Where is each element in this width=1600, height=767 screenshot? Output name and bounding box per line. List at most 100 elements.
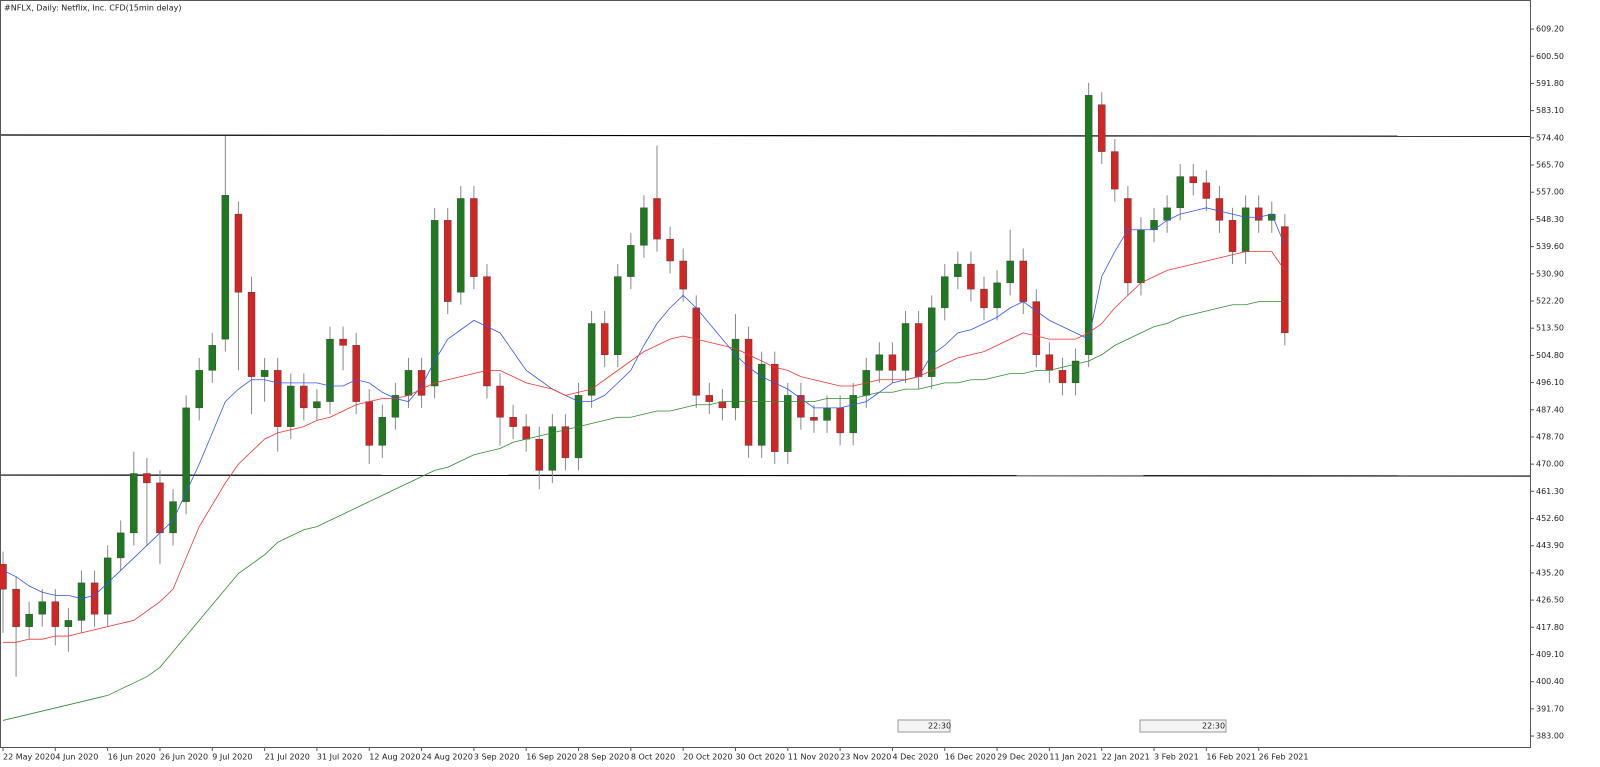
x-tick-label: 16 Sep 2020 [526, 753, 577, 762]
y-tick-label: 443.90 [1536, 541, 1564, 550]
x-tick-label: 30 Oct 2020 [735, 753, 784, 762]
candle-up [823, 407, 831, 421]
candle-up [208, 345, 216, 371]
x-tick-label: 16 Jun 2020 [108, 753, 156, 762]
candle-down [247, 292, 256, 377]
candle-down [90, 582, 99, 615]
candle-up [457, 198, 465, 293]
candle-up [640, 207, 648, 246]
candle-down [1098, 104, 1106, 152]
candle-up [1163, 207, 1171, 221]
y-tick-label: 574.40 [1536, 133, 1564, 142]
y-tick-label: 461.30 [1536, 487, 1564, 496]
x-tick-label: 9 Jul 2020 [212, 753, 252, 762]
x-tick-label: 16 Dec 2020 [945, 753, 996, 762]
y-tick-label: 470.00 [1536, 460, 1564, 469]
x-tick-label: 31 Jul 2020 [317, 753, 362, 762]
candle-up [117, 532, 125, 559]
y-tick-label: 426.50 [1536, 596, 1564, 605]
candle-down [522, 426, 530, 440]
candle-up [287, 385, 295, 427]
candle-up [77, 582, 86, 621]
moving-average [3, 251, 1286, 643]
y-tick-label: 565.70 [1536, 161, 1564, 170]
x-tick-label: 8 Oct 2020 [631, 753, 675, 762]
candle-up [378, 417, 387, 446]
candle-down [444, 220, 452, 302]
y-tick-label: 557.00 [1536, 188, 1564, 197]
candle-up [993, 282, 1001, 309]
candle-down [836, 407, 844, 434]
x-tick-label: 24 Aug 2020 [422, 753, 473, 762]
candle-down [600, 323, 609, 355]
candle-up [1241, 207, 1250, 252]
candle-down [1254, 207, 1263, 221]
candle-down [509, 417, 517, 427]
candle-down [339, 338, 347, 346]
candle-down [156, 482, 164, 534]
candle-down [914, 323, 923, 377]
candle-down [888, 354, 897, 371]
candle-up [784, 395, 792, 452]
chart-title: #NFLX, Daily: Netflix, Inc. CFD(15min de… [4, 4, 182, 13]
x-tick-label: 29 Dec 2020 [997, 753, 1048, 762]
candle-down [417, 370, 426, 396]
x-tick-label: 16 Feb 2021 [1206, 753, 1256, 762]
x-tick-label: 3 Feb 2021 [1154, 753, 1199, 762]
candle-down [51, 601, 60, 627]
candle-up [954, 263, 962, 277]
y-tick-label: 391.70 [1536, 704, 1564, 713]
candle-down [653, 198, 661, 240]
candle-down [797, 395, 805, 418]
x-tick-label: 20 Oct 2020 [683, 753, 732, 762]
candle-down [470, 198, 478, 277]
time-box [897, 719, 951, 733]
x-tick-label: 11 Jan 2021 [1049, 753, 1097, 762]
candle-down [1189, 176, 1197, 184]
x-tick-label: 11 Nov 2020 [788, 753, 839, 762]
candle-up [182, 407, 190, 502]
candle-down [352, 345, 360, 402]
x-tick-label: 3 Sep 2020 [474, 753, 520, 762]
moving-average [2, 207, 1286, 599]
candle-up [404, 370, 413, 396]
x-tick-label: 26 Feb 2021 [1259, 753, 1309, 762]
candle-down [483, 276, 491, 387]
candle-down [692, 307, 700, 396]
candle-up [430, 220, 439, 387]
y-tick-label: 522.20 [1536, 296, 1564, 305]
candle-up [1071, 360, 1080, 384]
y-tick-label: 496.10 [1536, 378, 1564, 387]
y-tick-label: 530.90 [1536, 269, 1564, 278]
candle-down [1045, 354, 1054, 371]
candle-up [169, 501, 177, 534]
candle-down [365, 401, 373, 446]
y-tick-label: 600.50 [1536, 52, 1564, 61]
candle-up [731, 338, 740, 409]
candle-up [927, 307, 936, 377]
x-tick-label: 28 Sep 2020 [579, 753, 630, 762]
candle-down [967, 263, 975, 290]
moving-average [2, 301, 1285, 721]
candle-up [587, 323, 596, 396]
candle-down [561, 426, 570, 459]
candle-down [980, 288, 988, 309]
candle-down [1019, 260, 1027, 302]
y-tick-label: 409.10 [1536, 650, 1564, 659]
time-label: 22:30 [1202, 722, 1225, 731]
candle-down [771, 363, 779, 452]
y-tick-label: 504.80 [1536, 351, 1564, 360]
x-tick-label: 26 Jun 2020 [160, 753, 208, 762]
x-tick-label: 12 Aug 2020 [369, 753, 420, 762]
candle-up [391, 395, 400, 418]
x-tick-label: 21 Jul 2020 [265, 753, 310, 762]
y-tick-label: 487.40 [1536, 405, 1564, 414]
candle-down [1202, 182, 1211, 199]
candle-up [221, 195, 230, 340]
candle-up [627, 245, 635, 277]
candle-down [496, 385, 504, 418]
candle-up [849, 395, 857, 434]
candle-down [1058, 370, 1067, 384]
